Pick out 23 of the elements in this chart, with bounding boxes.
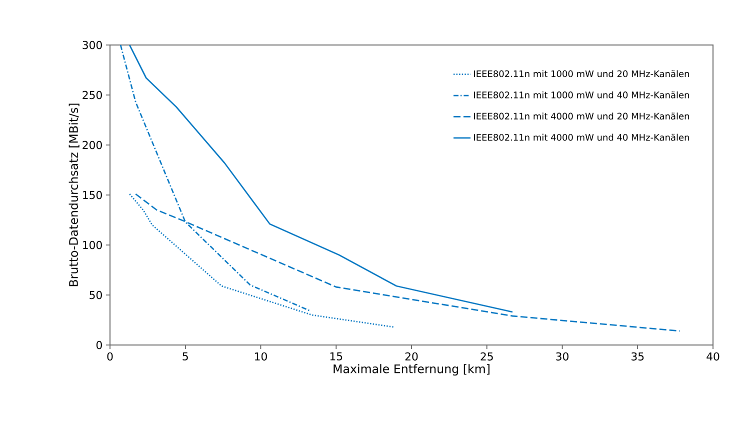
x-tick-label: 0 [107, 352, 113, 361]
y-axis-title: Brutto-Datendurchsatz [MBit/s] [68, 104, 80, 286]
legend-label: IEEE802.11n mit 1000 mW und 40 MHz-Kanälen [474, 91, 689, 98]
y-tick-label: 100 [83, 240, 102, 250]
legend-label: IEEE802.11n mit 4000 mW und 20 MHz-Kanälen [474, 112, 689, 120]
y-tick-label: 200 [82, 140, 102, 150]
x-tick-label: 25 [480, 352, 493, 361]
y-tick-label: 50 [90, 290, 102, 300]
y-tick-label: 250 [82, 90, 102, 100]
legend-label: IEEE802.11n mit 1000 mW und 20 MHz-Kanälen [474, 70, 689, 78]
x-tick-label: 10 [255, 352, 267, 361]
x-tick-label: 15 [330, 352, 342, 360]
line-series [128, 193, 394, 328]
x-tick-label: 35 [632, 352, 644, 361]
x-tick-label: 30 [556, 352, 568, 361]
y-tick-label: 150 [83, 190, 102, 200]
y-tick-label: 300 [82, 40, 102, 50]
y-tick-label: 0 [96, 340, 102, 350]
x-tick-label: 20 [405, 352, 418, 361]
x-axis-title: Maximale Entfernung [km] [334, 364, 490, 376]
x-tick-label: 5 [182, 352, 188, 360]
x-tick-label: 40 [706, 352, 720, 361]
legend-label: IEEE802.11n mit 4000 mW und 40 MHz-Kanälen [474, 134, 689, 141]
